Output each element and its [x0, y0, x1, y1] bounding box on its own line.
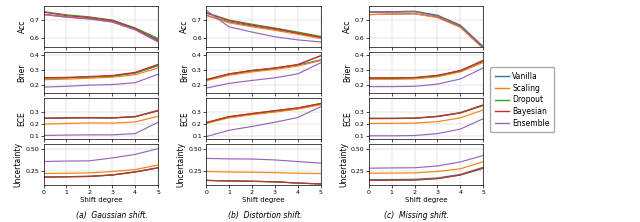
Y-axis label: Uncertainty: Uncertainty — [177, 142, 186, 187]
Y-axis label: ECE: ECE — [180, 111, 189, 126]
Y-axis label: Brier: Brier — [18, 63, 27, 82]
X-axis label: Shift degree: Shift degree — [242, 197, 285, 203]
X-axis label: Shift degree: Shift degree — [404, 197, 447, 203]
Y-axis label: Acc: Acc — [18, 20, 27, 33]
Y-axis label: Brier: Brier — [343, 63, 352, 82]
Y-axis label: ECE: ECE — [18, 111, 27, 126]
Y-axis label: ECE: ECE — [343, 111, 352, 126]
Text: (b)  Distortion shift.: (b) Distortion shift. — [228, 211, 303, 220]
Text: (c)  Missing shift.: (c) Missing shift. — [383, 211, 449, 220]
Y-axis label: Uncertainty: Uncertainty — [14, 142, 23, 187]
X-axis label: Shift degree: Shift degree — [79, 197, 122, 203]
Y-axis label: Acc: Acc — [180, 20, 189, 33]
Y-axis label: Acc: Acc — [343, 20, 352, 33]
Y-axis label: Brier: Brier — [180, 63, 189, 82]
Text: (a)  Gaussian shift.: (a) Gaussian shift. — [76, 211, 148, 220]
Y-axis label: Uncertainty: Uncertainty — [339, 142, 348, 187]
Legend: Vanilla, Scaling, Dropout, Bayesian, Ensemble: Vanilla, Scaling, Dropout, Bayesian, Ens… — [490, 67, 554, 132]
